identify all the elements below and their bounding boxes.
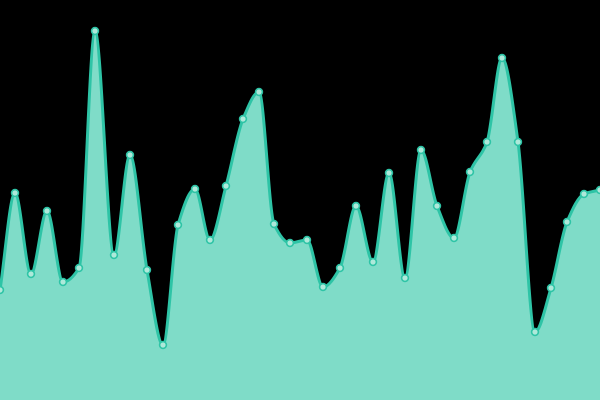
data-point-marker (318, 282, 328, 292)
data-point-marker (482, 137, 492, 147)
data-point-marker (595, 185, 600, 195)
data-point-marker (384, 168, 394, 178)
data-point-marker (562, 217, 572, 227)
data-point-marker (432, 201, 442, 211)
data-point-marker (74, 263, 84, 273)
data-point-marker (579, 189, 589, 199)
data-point-marker (205, 235, 215, 245)
data-point-marker (158, 340, 168, 350)
data-point-marker (530, 327, 540, 337)
data-point-marker (302, 235, 312, 245)
area-fill-path (0, 31, 600, 400)
data-point-marker (0, 285, 5, 295)
data-point-marker (125, 150, 135, 160)
data-point-marker (269, 219, 279, 229)
area-line-path (0, 29, 600, 347)
data-point-marker (416, 145, 426, 155)
data-point-marker (254, 87, 264, 97)
data-point-marker (90, 26, 100, 36)
data-point-marker (58, 277, 68, 287)
data-point-marker (109, 250, 119, 260)
data-point-marker (26, 269, 36, 279)
data-point-marker (465, 167, 475, 177)
data-point-marker (513, 137, 523, 147)
data-point-marker (221, 181, 231, 191)
data-point-marker (546, 283, 556, 293)
data-point-marker (335, 263, 345, 273)
data-point-marker (10, 188, 20, 198)
data-point-marker (497, 53, 507, 63)
data-point-marker (42, 206, 52, 216)
data-point-marker (173, 220, 183, 230)
data-point-marker (400, 273, 410, 283)
data-point-marker (368, 257, 378, 267)
data-point-marker (285, 238, 295, 248)
data-point-marker (351, 201, 361, 211)
data-point-marker (190, 184, 200, 194)
data-point-marker (142, 265, 152, 275)
data-point-marker (449, 233, 459, 243)
data-point-markers (0, 26, 600, 350)
data-point-marker (238, 114, 248, 124)
